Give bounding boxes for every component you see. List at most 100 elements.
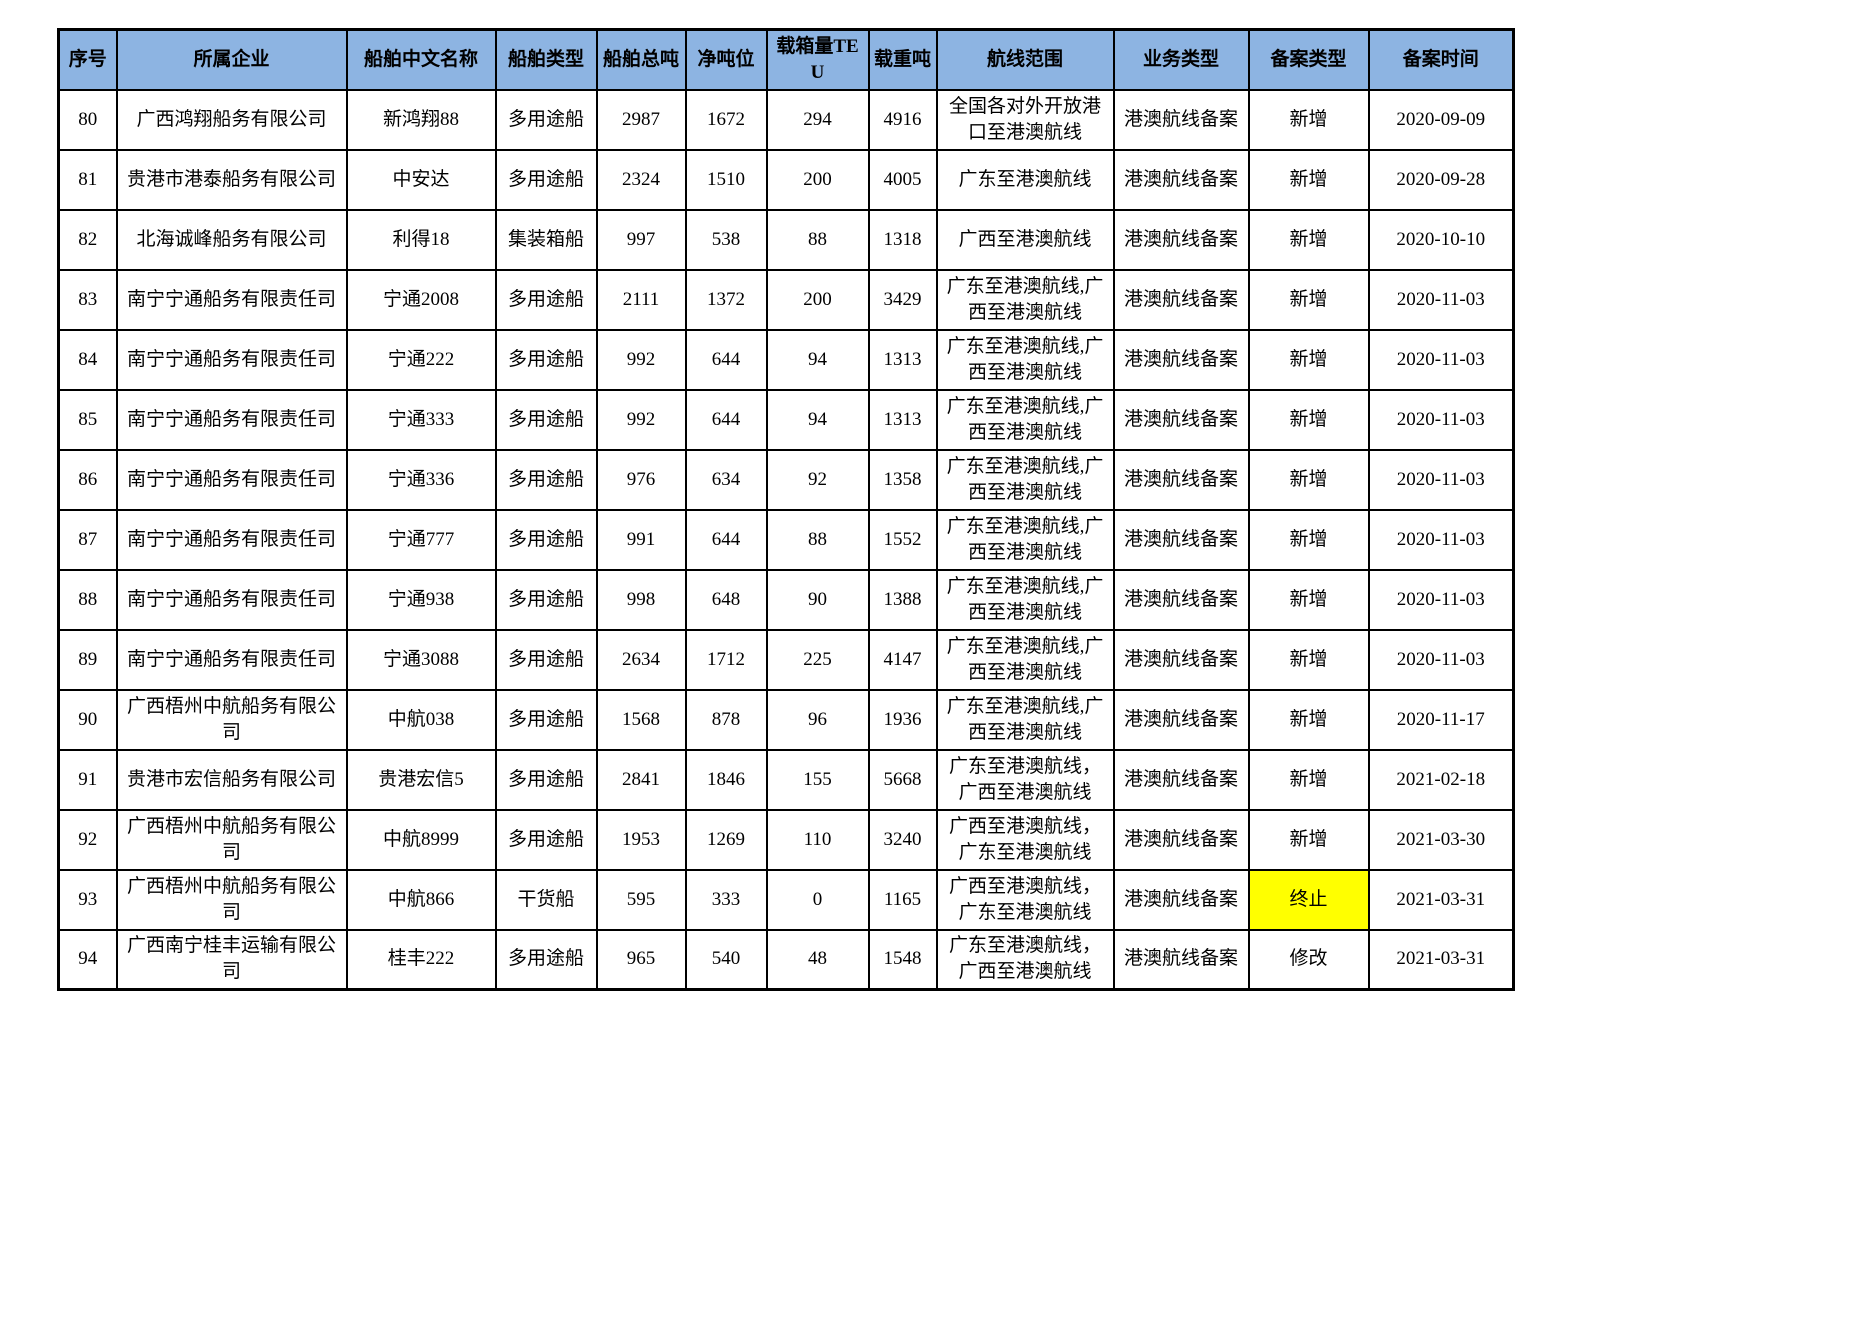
cell-row90-col7: 1936 (867, 688, 938, 751)
cell-row86-col2: 宁通336 (345, 448, 497, 511)
cell-row85-col11: 2020-11-03 (1367, 388, 1515, 451)
cell-row94-col10: 修改 (1247, 928, 1370, 991)
cell-row93-col2: 中航866 (345, 868, 497, 931)
table-row-92: 92 广西梧州中航船务有限公司 中航8999 多用途船 1953 1269 110 3240 广… (57, 808, 1515, 871)
cell-row90-col6: 96 (765, 688, 870, 751)
table-header: 序号 所属企业 船舶中文名称 船舶类型 船舶总吨 净吨位 载箱量TEU 载重吨 航线范围 业务类型… (57, 28, 1515, 91)
cell-row87-col2: 宁通777 (345, 508, 497, 571)
cell-row93-col7: 1165 (867, 868, 938, 931)
cell-row84-col5: 644 (684, 328, 768, 391)
cell-row92-col1: 广西梧州中航船务有限公司 (115, 808, 348, 871)
cell-row85-col8: 广东至港澳航线,广西至港澳航线 (935, 388, 1115, 451)
cell-row81-col9: 港澳航线备案 (1112, 148, 1250, 211)
cell-row88-col6: 90 (765, 568, 870, 631)
cell-row92-col6: 110 (765, 808, 870, 871)
cell-row83-col11: 2020-11-03 (1367, 268, 1515, 331)
cell-row82-col10: 新增 (1247, 208, 1370, 271)
cell-row84-col7: 1313 (867, 328, 938, 391)
column-header-2: 船舶中文名称 (345, 28, 497, 91)
cell-row93-col4: 595 (595, 868, 687, 931)
cell-row83-col5: 1372 (684, 268, 768, 331)
cell-row87-col3: 多用途船 (494, 508, 598, 571)
cell-row87-col4: 991 (595, 508, 687, 571)
cell-row92-col0: 92 (57, 808, 118, 871)
cell-row87-col0: 87 (57, 508, 118, 571)
cell-row86-col10: 新增 (1247, 448, 1370, 511)
cell-row84-col2: 宁通222 (345, 328, 497, 391)
cell-row89-col11: 2020-11-03 (1367, 628, 1515, 691)
cell-row88-col10: 新增 (1247, 568, 1370, 631)
cell-row87-col7: 1552 (867, 508, 938, 571)
cell-row93-col10-highlighted: 终止 (1247, 868, 1370, 931)
cell-row85-col10: 新增 (1247, 388, 1370, 451)
cell-row83-col10: 新增 (1247, 268, 1370, 331)
cell-row84-col11: 2020-11-03 (1367, 328, 1515, 391)
cell-row85-col1: 南宁宁通船务有限责任司 (115, 388, 348, 451)
cell-row93-col9: 港澳航线备案 (1112, 868, 1250, 931)
cell-row89-col4: 2634 (595, 628, 687, 691)
cell-row93-col3: 干货船 (494, 868, 598, 931)
cell-row81-col5: 1510 (684, 148, 768, 211)
cell-row94-col6: 48 (765, 928, 870, 991)
cell-row92-col7: 3240 (867, 808, 938, 871)
cell-row89-col6: 225 (765, 628, 870, 691)
table-row-88: 88 南宁宁通船务有限责任司 宁通938 多用途船 998 648 90 1388 广东至港澳航… (57, 568, 1515, 631)
cell-row88-col8: 广东至港澳航线,广西至港澳航线 (935, 568, 1115, 631)
cell-row86-col6: 92 (765, 448, 870, 511)
cell-row91-col0: 91 (57, 748, 118, 811)
cell-row90-col3: 多用途船 (494, 688, 598, 751)
cell-row88-col2: 宁通938 (345, 568, 497, 631)
cell-row84-col6: 94 (765, 328, 870, 391)
cell-row80-col1: 广西鸿翔船务有限公司 (115, 88, 348, 151)
column-header-1: 所属企业 (115, 28, 348, 91)
cell-row82-col7: 1318 (867, 208, 938, 271)
cell-row80-col0: 80 (57, 88, 118, 151)
cell-row86-col9: 港澳航线备案 (1112, 448, 1250, 511)
cell-row93-col6: 0 (765, 868, 870, 931)
cell-row85-col2: 宁通333 (345, 388, 497, 451)
cell-row92-col2: 中航8999 (345, 808, 497, 871)
cell-row85-col6: 94 (765, 388, 870, 451)
cell-row82-col4: 997 (595, 208, 687, 271)
cell-row86-col5: 634 (684, 448, 768, 511)
column-header-4: 船舶总吨 (595, 28, 687, 91)
cell-row94-col8: 广东至港澳航线，广西至港澳航线 (935, 928, 1115, 991)
cell-row82-col8: 广西至港澳航线 (935, 208, 1115, 271)
cell-row80-col8: 全国各对外开放港口至港澳航线 (935, 88, 1115, 151)
cell-row90-col2: 中航038 (345, 688, 497, 751)
cell-row84-col3: 多用途船 (494, 328, 598, 391)
table-row-81: 81 贵港市港泰船务有限公司 中安达 多用途船 2324 1510 200 4005 广东至港澳… (57, 148, 1515, 211)
cell-row82-col0: 82 (57, 208, 118, 271)
cell-row83-col6: 200 (765, 268, 870, 331)
table-row-93: 93 广西梧州中航船务有限公司 中航866 干货船 595 333 0 1165 广西至港澳航线… (57, 868, 1515, 931)
table-row-94: 94 广西南宁桂丰运输有限公司 桂丰222 多用途船 965 540 48 1548 广东至港澳… (57, 928, 1515, 991)
cell-row80-col2: 新鸿翔88 (345, 88, 497, 151)
cell-row88-col0: 88 (57, 568, 118, 631)
cell-row89-col7: 4147 (867, 628, 938, 691)
cell-row80-col11: 2020-09-09 (1367, 88, 1515, 151)
cell-row81-col8: 广东至港澳航线 (935, 148, 1115, 211)
cell-row90-col5: 878 (684, 688, 768, 751)
cell-row83-col7: 3429 (867, 268, 938, 331)
table-row-90: 90 广西梧州中航船务有限公司 中航038 多用途船 1568 878 96 1936 广东至港… (57, 688, 1515, 751)
cell-row92-col5: 1269 (684, 808, 768, 871)
cell-row80-col6: 294 (765, 88, 870, 151)
cell-row81-col3: 多用途船 (494, 148, 598, 211)
cell-row92-col9: 港澳航线备案 (1112, 808, 1250, 871)
cell-row85-col5: 644 (684, 388, 768, 451)
cell-row82-col6: 88 (765, 208, 870, 271)
cell-row88-col7: 1388 (867, 568, 938, 631)
cell-row87-col8: 广东至港澳航线,广西至港澳航线 (935, 508, 1115, 571)
cell-row91-col4: 2841 (595, 748, 687, 811)
cell-row92-col11: 2021-03-30 (1367, 808, 1515, 871)
cell-row90-col4: 1568 (595, 688, 687, 751)
cell-row94-col2: 桂丰222 (345, 928, 497, 991)
cell-row83-col0: 83 (57, 268, 118, 331)
column-header-5: 净吨位 (684, 28, 768, 91)
cell-row81-col0: 81 (57, 148, 118, 211)
cell-row88-col5: 648 (684, 568, 768, 631)
cell-row86-col1: 南宁宁通船务有限责任司 (115, 448, 348, 511)
cell-row94-col0: 94 (57, 928, 118, 991)
cell-row90-col1: 广西梧州中航船务有限公司 (115, 688, 348, 751)
cell-row83-col9: 港澳航线备案 (1112, 268, 1250, 331)
